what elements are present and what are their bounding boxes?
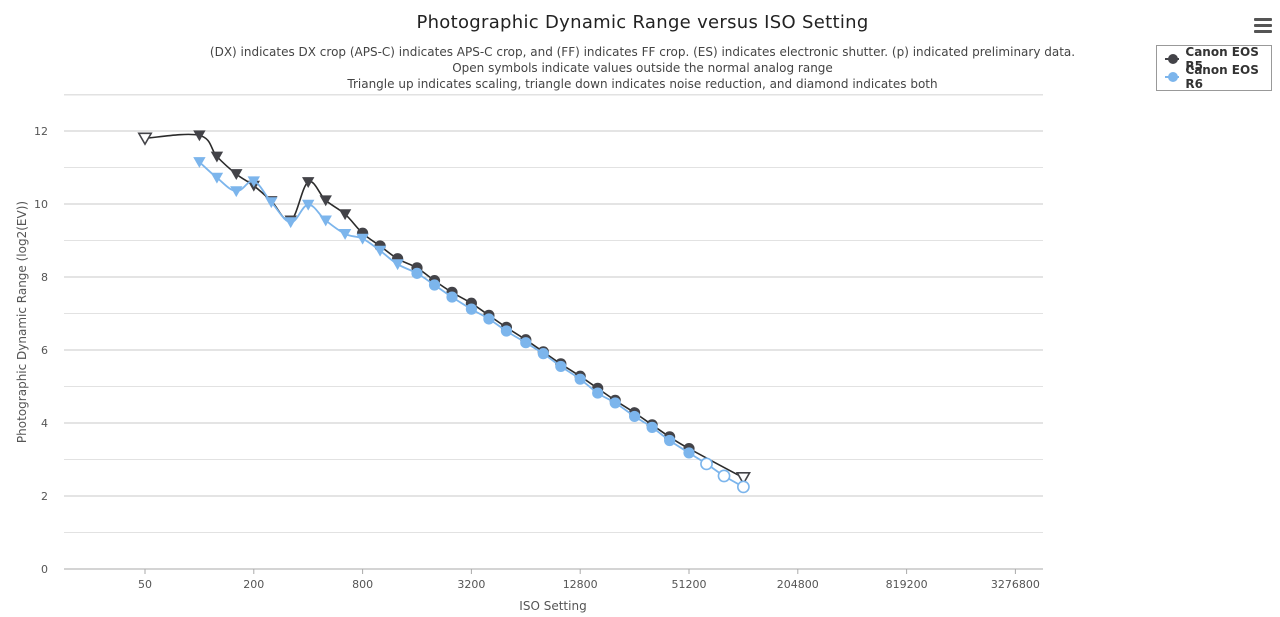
series-line xyxy=(198,161,744,488)
y-tick-label: 6 xyxy=(41,344,48,357)
data-point[interactable] xyxy=(230,186,243,198)
data-point[interactable] xyxy=(483,309,495,321)
data-point[interactable] xyxy=(483,313,495,325)
data-point[interactable] xyxy=(592,387,604,399)
data-point[interactable] xyxy=(537,346,549,358)
data-point[interactable] xyxy=(428,275,441,287)
x-tick-label: 800 xyxy=(352,578,373,591)
x-tick-label: 51200 xyxy=(672,578,707,591)
data-point[interactable] xyxy=(446,291,458,303)
chart-subtitle-line-2: Open symbols indicate values outside the… xyxy=(452,61,833,75)
data-point[interactable] xyxy=(319,215,332,227)
data-point[interactable] xyxy=(555,358,567,370)
x-tick-label: 3276800 xyxy=(991,578,1040,591)
x-tick-label: 204800 xyxy=(777,578,819,591)
data-point[interactable] xyxy=(683,447,695,459)
data-point[interactable] xyxy=(646,419,658,431)
x-axis-label: ISO Setting xyxy=(519,599,586,613)
data-point[interactable] xyxy=(230,169,243,180)
data-point[interactable] xyxy=(284,217,297,229)
data-point[interactable] xyxy=(555,360,567,373)
data-point[interactable] xyxy=(428,279,441,291)
legend-label-series-2: Canon EOS R6 xyxy=(1185,63,1259,91)
y-tick-label: 8 xyxy=(41,271,48,284)
data-point[interactable] xyxy=(356,233,369,245)
chart-subtitle-line-1: (DX) indicates DX crop (APS-C) indicates… xyxy=(209,45,1076,59)
data-point[interactable] xyxy=(411,262,423,274)
data-point[interactable] xyxy=(520,334,532,346)
series-line xyxy=(144,133,744,479)
data-point[interactable] xyxy=(446,286,458,298)
x-tick-label: 12800 xyxy=(563,578,598,591)
y-axis-label: Photographic Dynamic Range (log2(EV)) xyxy=(15,201,29,443)
data-point[interactable] xyxy=(683,442,695,455)
data-point[interactable] xyxy=(247,176,260,188)
data-point[interactable] xyxy=(319,195,332,207)
data-point[interactable] xyxy=(500,321,513,333)
data-point[interactable] xyxy=(664,431,676,443)
series-1 xyxy=(137,130,751,486)
data-point[interactable] xyxy=(302,177,315,188)
chart-title: Photographic Dynamic Range versus ISO Se… xyxy=(416,12,869,33)
data-point[interactable] xyxy=(500,325,513,337)
data-point[interactable] xyxy=(374,240,386,252)
x-tick-label: 50 xyxy=(138,578,152,591)
legend-label-series-1: Canon EOS R5 xyxy=(1185,45,1259,73)
data-point[interactable] xyxy=(284,215,297,227)
data-point[interactable] xyxy=(373,245,387,257)
data-point[interactable] xyxy=(465,303,477,315)
data-point[interactable] xyxy=(465,297,477,309)
data-point[interactable] xyxy=(592,382,604,394)
data-point[interactable] xyxy=(520,337,532,349)
data-point[interactable] xyxy=(193,130,206,142)
data-point[interactable] xyxy=(737,480,750,494)
data-point[interactable] xyxy=(664,434,676,447)
x-tick-label: 200 xyxy=(243,578,264,591)
data-point[interactable] xyxy=(338,228,352,240)
data-point[interactable] xyxy=(338,209,352,221)
y-tick-label: 2 xyxy=(41,490,48,503)
legend-marker-icon xyxy=(1165,72,1180,82)
data-point[interactable] xyxy=(717,469,731,483)
legend-marker-icon xyxy=(1165,54,1180,64)
hamburger-menu-icon[interactable] xyxy=(1254,18,1272,34)
data-point[interactable] xyxy=(392,253,404,265)
data-point[interactable] xyxy=(629,410,641,423)
data-point[interactable] xyxy=(574,370,586,382)
data-point[interactable] xyxy=(247,180,260,192)
data-point[interactable] xyxy=(265,197,278,209)
data-point[interactable] xyxy=(137,132,153,146)
series-2 xyxy=(193,157,750,494)
data-point[interactable] xyxy=(210,151,224,163)
data-point[interactable] xyxy=(411,267,423,279)
y-tick-label: 12 xyxy=(34,125,48,138)
y-tick-label: 0 xyxy=(41,563,48,576)
data-point[interactable] xyxy=(646,421,658,433)
data-point[interactable] xyxy=(193,157,206,168)
legend-item-series-1[interactable]: Canon EOS R5 xyxy=(1165,45,1271,73)
chart-legend: Canon EOS R5 Canon EOS R6 xyxy=(1156,45,1272,91)
data-point[interactable] xyxy=(629,407,641,419)
data-point[interactable] xyxy=(609,394,621,406)
y-tick-label: 10 xyxy=(34,198,48,211)
chart-subtitle-line-3: Triangle up indicates scaling, triangle … xyxy=(347,77,938,91)
data-point[interactable] xyxy=(735,471,751,486)
data-point[interactable] xyxy=(210,172,224,184)
x-tick-label: 819200 xyxy=(886,578,928,591)
data-point[interactable] xyxy=(700,457,713,471)
data-point[interactable] xyxy=(537,348,549,360)
x-tick-label: 3200 xyxy=(457,578,485,591)
data-point[interactable] xyxy=(574,373,586,385)
y-tick-label: 4 xyxy=(41,417,48,430)
data-point[interactable] xyxy=(609,397,621,409)
data-point[interactable] xyxy=(391,259,404,271)
legend-item-series-2[interactable]: Canon EOS R6 xyxy=(1165,63,1271,91)
data-point[interactable] xyxy=(265,196,278,207)
data-point[interactable] xyxy=(302,199,315,211)
data-point[interactable] xyxy=(357,227,369,239)
